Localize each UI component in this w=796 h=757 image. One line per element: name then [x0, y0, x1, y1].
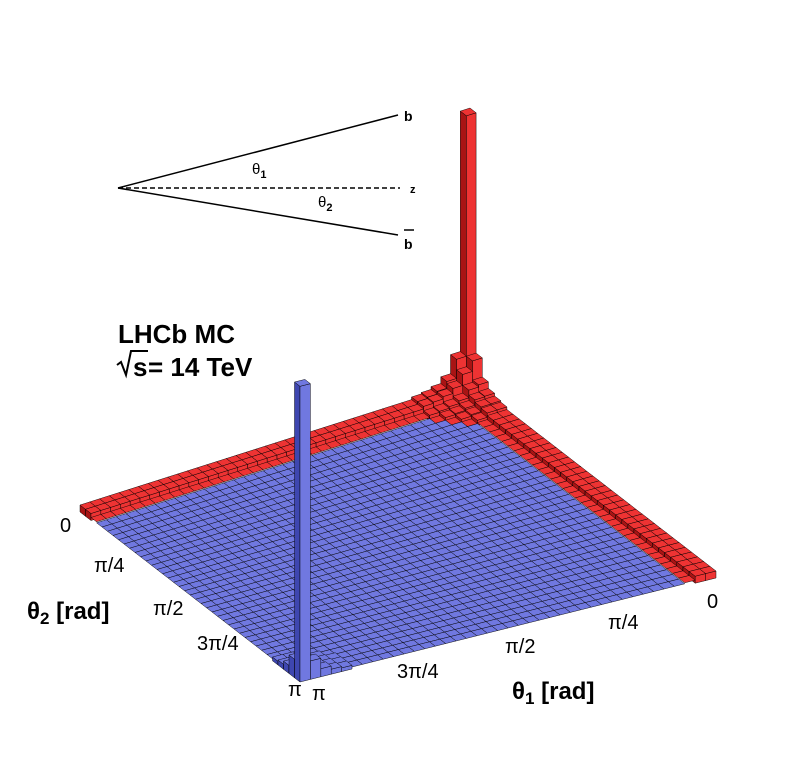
bin-top — [430, 383, 448, 392]
sqrt-sign — [116, 350, 148, 379]
theta2-axis-title: θ2 [rad] — [27, 598, 109, 628]
theta1-tick-1: π/4 — [608, 612, 638, 634]
z-label: z — [410, 184, 416, 196]
bin-top — [456, 366, 473, 375]
bin-top — [678, 575, 696, 584]
theta1-tick-3: 3π/4 — [397, 661, 439, 683]
bin-top — [471, 412, 488, 421]
bin-top — [436, 388, 454, 397]
bin-top — [294, 379, 311, 387]
bin-top — [427, 394, 444, 403]
b-direction-line — [117, 114, 399, 189]
bin-top — [90, 514, 107, 523]
bin-top — [460, 107, 477, 117]
theta2-ticks: 0 π/4 π/2 3π/4 π — [60, 515, 302, 701]
bin-top — [688, 568, 706, 577]
bin-top — [452, 392, 470, 402]
histogram-surface — [79, 107, 717, 683]
bin-top — [446, 380, 463, 389]
bbar-direction-line — [117, 187, 399, 236]
bin-top — [442, 398, 460, 407]
theta2-tick-4: π — [288, 679, 302, 701]
bin-front — [310, 658, 322, 680]
theta1-tick-2: π/2 — [505, 636, 535, 658]
bin-top — [423, 407, 440, 416]
theta2-tick-1: π/4 — [94, 555, 124, 577]
theta1-axis-title: θ1 [rad] — [512, 678, 594, 708]
theta2-label: θ2 — [318, 194, 332, 214]
energy-label: s = 14 TeV — [116, 350, 253, 382]
energy-value: = 14 TeV — [148, 352, 253, 382]
theta1-tick-4: π — [312, 683, 326, 705]
theta1-tick-0: 0 — [707, 591, 718, 613]
bin-top — [85, 505, 102, 514]
bin-top — [440, 373, 457, 382]
bin-top — [480, 404, 498, 414]
b-label: b — [404, 108, 413, 124]
bin-top — [474, 398, 492, 408]
bin-top — [468, 391, 486, 401]
theta2-tick-0: 0 — [60, 515, 71, 537]
bin-top — [462, 382, 479, 391]
theta1-ticks: 0 π/4 π/2 3π/4 π — [312, 591, 718, 705]
bin-top — [450, 351, 467, 360]
bin-top — [439, 409, 456, 418]
bin-top — [455, 411, 472, 420]
energy-s: s — [133, 352, 147, 382]
bbar-label-text: b — [404, 236, 413, 252]
bin-top — [458, 400, 476, 409]
bin-side — [294, 381, 301, 683]
bin-top — [417, 398, 434, 407]
bbar-label: b — [404, 229, 414, 252]
bin-front — [299, 383, 311, 683]
bin-top — [478, 388, 495, 397]
theta1-label: θ1 — [252, 161, 266, 181]
bin-top — [472, 376, 489, 386]
bin-top — [466, 352, 483, 362]
bin-top — [433, 403, 450, 412]
bin-top — [464, 406, 482, 415]
theta2-tick-2: π/2 — [153, 598, 183, 620]
experiment-label: LHCb MC — [118, 319, 235, 349]
angle-diagram: b b z θ1 θ2 — [117, 108, 416, 252]
theta2-tick-3: 3π/4 — [197, 633, 239, 655]
bin-top — [449, 405, 466, 414]
